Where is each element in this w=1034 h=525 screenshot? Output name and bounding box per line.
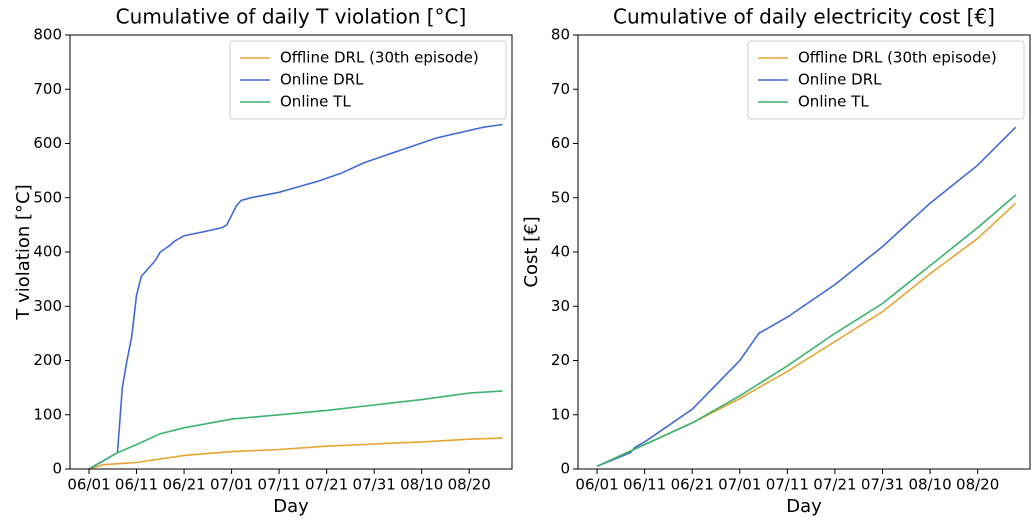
y-tick-label: 80	[551, 26, 570, 44]
x-tick-label: 07/31	[353, 476, 396, 494]
legend-label: Offline DRL (30th episode)	[280, 49, 479, 67]
x-tick-label: 07/21	[305, 476, 348, 494]
line-series	[88, 437, 503, 470]
x-tick-label: 06/11	[115, 476, 158, 494]
x-axis-label: Day	[786, 496, 822, 517]
y-tick-label: 0	[560, 460, 570, 478]
legend-label: Offline DRL (30th episode)	[798, 49, 997, 67]
x-tick-label: 08/20	[448, 476, 491, 494]
x-tick-label: 07/01	[210, 476, 253, 494]
x-tick-label: 06/01	[67, 476, 110, 494]
y-tick-label: 600	[33, 134, 62, 152]
x-tick-label: 07/01	[718, 476, 761, 494]
chart-title: Cumulative of daily T violation [°C]	[116, 5, 467, 29]
line-series	[596, 194, 1017, 468]
x-tick-label: 08/20	[956, 476, 999, 494]
y-tick-label: 10	[551, 405, 570, 423]
y-tick-label: 30	[551, 297, 570, 315]
y-tick-label: 60	[551, 134, 570, 152]
x-tick-label: 06/21	[671, 476, 714, 494]
plot-frame	[577, 34, 1031, 470]
legend-box	[229, 40, 507, 120]
legend-label: Online DRL	[798, 71, 882, 89]
y-tick-label: 700	[33, 80, 62, 98]
x-tick-label: 07/31	[861, 476, 904, 494]
plot-frame	[69, 34, 513, 470]
line-series	[596, 126, 1017, 468]
line-series	[88, 390, 503, 470]
x-tick-label: 06/11	[623, 476, 666, 494]
y-tick-label: 50	[551, 188, 570, 206]
y-tick-label: 40	[551, 243, 570, 261]
y-tick-label: 400	[33, 243, 62, 261]
legend-label: Online TL	[798, 93, 869, 111]
y-tick-label: 500	[33, 188, 62, 206]
y-tick-label: 100	[33, 405, 62, 423]
x-tick-label: 07/21	[813, 476, 856, 494]
x-tick-label: 06/01	[575, 476, 618, 494]
y-axis-label: T violation [°C]	[13, 184, 34, 320]
y-tick-label: 800	[33, 26, 62, 44]
y-tick-label: 20	[551, 351, 570, 369]
x-tick-label: 07/11	[258, 476, 301, 494]
x-tick-label: 08/10	[908, 476, 951, 494]
y-tick-label: 200	[33, 351, 62, 369]
x-tick-label: 06/21	[162, 476, 205, 494]
x-tick-label: 08/10	[400, 476, 443, 494]
line-series	[596, 202, 1017, 468]
x-axis-label: Day	[273, 496, 309, 517]
legend-box	[747, 40, 1025, 120]
chart-title: Cumulative of daily electricity cost [€]	[613, 5, 995, 29]
legend-label: Online TL	[280, 93, 351, 111]
y-tick-label: 300	[33, 297, 62, 315]
y-axis-label: Cost [€]	[521, 216, 542, 287]
x-tick-label: 07/11	[766, 476, 809, 494]
legend-label: Online DRL	[280, 71, 364, 89]
y-tick-label: 0	[52, 460, 62, 478]
line-series	[88, 123, 503, 470]
y-tick-label: 70	[551, 80, 570, 98]
